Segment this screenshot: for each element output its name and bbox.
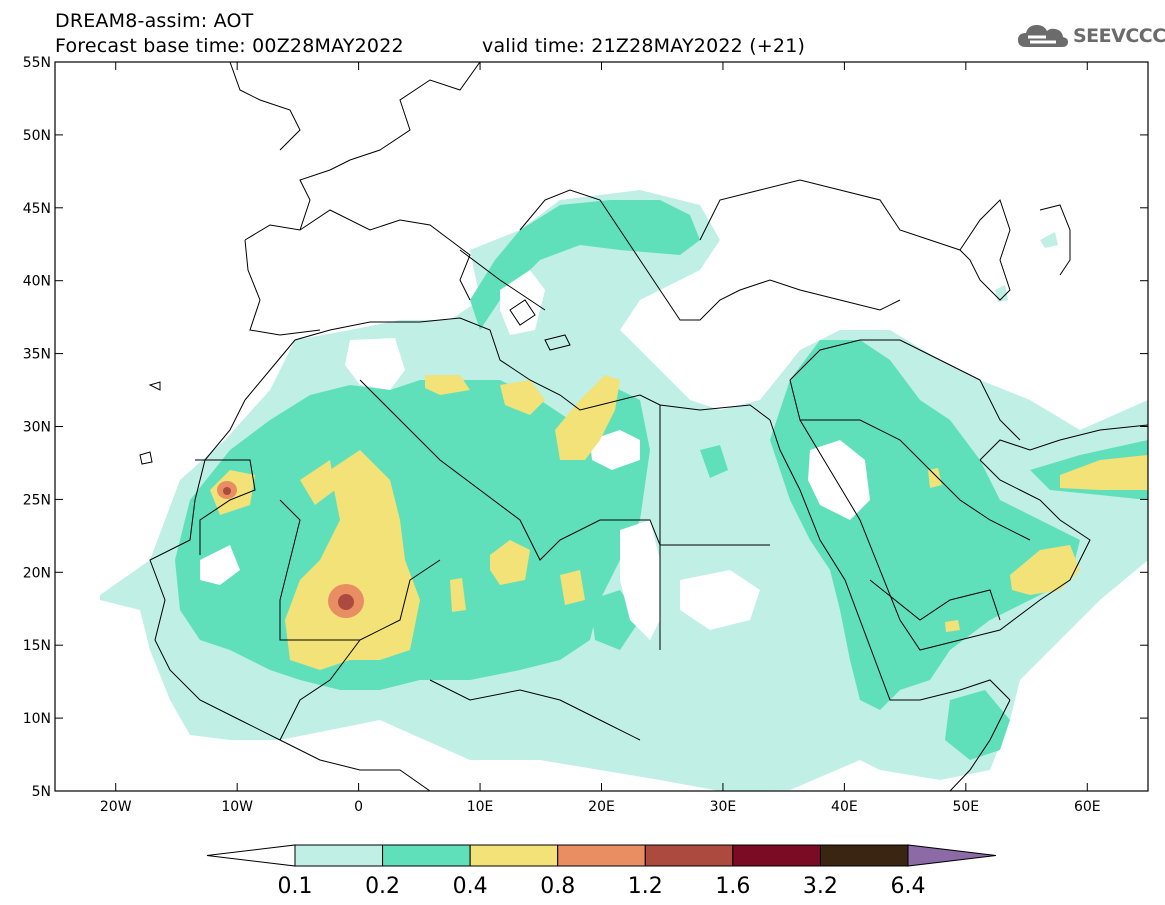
aot-field (55, 62, 1148, 791)
lat-tick-label: 30N (23, 420, 51, 436)
map-title: DREAM8-assim: AOT (55, 10, 254, 32)
colorbar-level-label: 6.4 (891, 874, 926, 899)
aot-level-04 (210, 375, 1148, 670)
lat-tick-label: 35N (23, 347, 51, 363)
lon-tick-label: 30E (710, 799, 737, 815)
colorbar-over-arrow (907, 844, 997, 867)
lon-tick-label: 0 (354, 799, 363, 815)
seevccc-logo: SEEVCCC (1016, 20, 1165, 52)
coastlines-borders (139, 62, 1148, 791)
forecast-base-time: Forecast base time: 00Z28MAY2022 (55, 35, 404, 57)
colorbar-level-label: 0.4 (453, 874, 488, 899)
colorbar-level-label: 1.6 (715, 874, 750, 899)
colorbar-under-arrow (206, 844, 296, 867)
lon-tick-label: 10E (467, 799, 494, 815)
lon-tick-label: 60E (1074, 799, 1101, 815)
colorbar: 0.1 0.2 0.4 0.8 1.2 1.6 3.2 6.4 (206, 844, 997, 899)
colorbar-box (819, 844, 909, 867)
colorbar-level-label: 0.2 (365, 874, 400, 899)
lat-tick-label: 25N (23, 492, 51, 508)
logo-text: SEEVCCC (1073, 25, 1165, 47)
lon-tick-label: 10W (221, 799, 253, 815)
latitude-axis: 55N 50N 45N 40N 35N 30N 25N 20N 15N 10N 5N (23, 55, 1148, 800)
aot-level-12 (223, 487, 354, 610)
longitude-axis: 20W 10W 0 10E 20E 30E 40E 50E 60E (100, 62, 1101, 815)
colorbar-box (469, 844, 559, 867)
colorbar-box (644, 844, 734, 867)
lat-tick-label: 45N (23, 201, 51, 217)
lon-tick-label: 20E (588, 799, 615, 815)
colorbar-box (382, 844, 471, 867)
colorbar-level-label: 1.2 (628, 874, 663, 899)
lat-tick-label: 5N (32, 784, 51, 800)
lat-tick-label: 15N (23, 638, 51, 654)
colorbar-box (732, 844, 821, 867)
lat-tick-label: 50N (23, 128, 51, 144)
colorbar-box (557, 844, 646, 867)
colorbar-box (294, 844, 384, 867)
colorbar-level-label: 0.8 (540, 874, 575, 899)
lat-tick-label: 40N (23, 274, 51, 290)
lat-tick-label: 20N (23, 565, 51, 581)
lat-tick-label: 55N (23, 55, 51, 71)
cloud-icon (1018, 25, 1068, 47)
lon-tick-label: 40E (831, 799, 858, 815)
lon-tick-label: 20W (100, 799, 132, 815)
colorbar-level-label: 3.2 (803, 874, 838, 899)
lon-tick-label: 50E (952, 799, 979, 815)
valid-time: valid time: 21Z28MAY2022 (+21) (482, 35, 806, 57)
lat-tick-label: 10N (23, 711, 51, 727)
colorbar-level-label: 0.1 (278, 874, 313, 899)
